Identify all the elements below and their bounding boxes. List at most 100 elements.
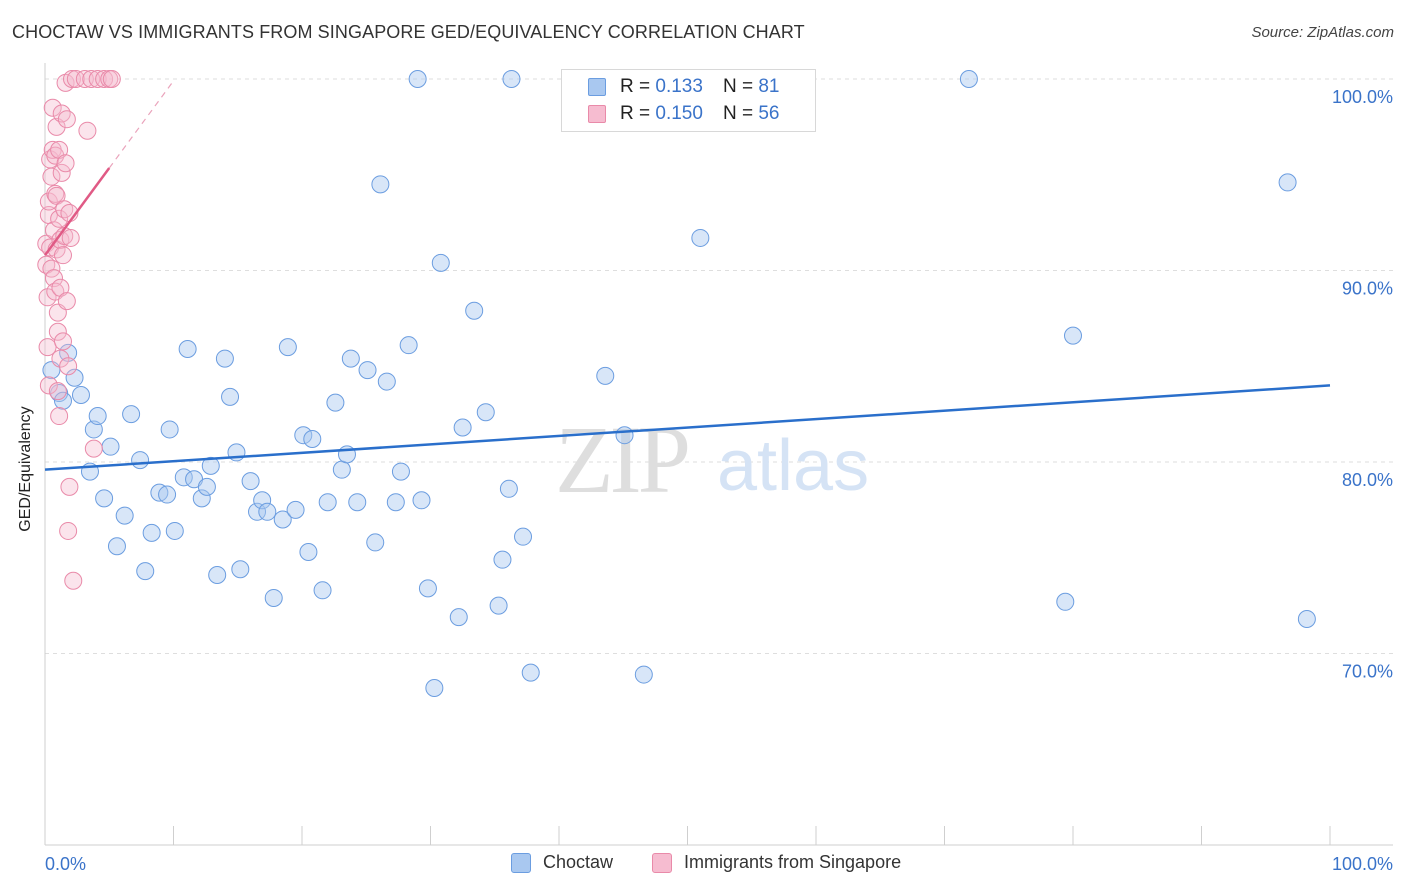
singapore-point [53, 246, 72, 265]
legend-n-label: N = [722, 76, 754, 97]
choctaw-point [1056, 592, 1075, 611]
choctaw-point [386, 493, 405, 512]
choctaw-point [142, 523, 161, 542]
singapore-point [59, 357, 78, 376]
choctaw-point [391, 462, 410, 481]
x-tick-label-min: 0.0% [45, 854, 86, 874]
choctaw-point [197, 477, 216, 496]
choctaw-point [131, 451, 150, 470]
choctaw-point [158, 485, 177, 504]
y-tick-label: 100.0% [1332, 87, 1393, 107]
legend-n-value-singapore: 56 [758, 103, 780, 124]
choctaw-point [326, 393, 345, 412]
y-axis-label: GED/Equivalency [17, 406, 34, 532]
choctaw-point [371, 175, 390, 194]
choctaw-point [341, 349, 360, 368]
singapore-point [50, 209, 69, 228]
series-choctaw-points [42, 70, 1316, 697]
choctaw-point [278, 338, 297, 357]
watermark: ZIP atlas [555, 406, 869, 513]
choctaw-point [431, 253, 450, 272]
singapore-point [39, 376, 58, 395]
choctaw-point [258, 502, 277, 521]
choctaw-point [136, 562, 155, 581]
choctaw-point [959, 70, 978, 88]
choctaw-point [192, 489, 211, 508]
source-label: Source: ZipAtlas.com [1251, 24, 1394, 41]
choctaw-point [453, 418, 472, 437]
choctaw-point [318, 493, 337, 512]
choctaw-point [294, 426, 313, 445]
choctaw-point [299, 543, 318, 562]
choctaw-point [348, 493, 367, 512]
choctaw-point [313, 581, 332, 600]
legend-row-singapore: R = 0.150 N = 56 [588, 101, 779, 127]
choctaw-point [399, 336, 418, 355]
choctaw-point [84, 420, 103, 439]
tick-labels: 100.0% 90.0% 80.0% 70.0% 0.0% 100.0% [45, 87, 1393, 874]
watermark-atlas: atlas [717, 426, 869, 506]
choctaw-point [122, 405, 141, 424]
singapore-point [95, 70, 114, 88]
legend-r-label: R = [620, 76, 651, 97]
choctaw-point [596, 366, 615, 385]
singapore-trend-line-solid [43, 167, 111, 256]
y-tick-label: 80.0% [1342, 470, 1393, 490]
legend-n-label: N = [722, 103, 754, 124]
choctaw-point [107, 537, 126, 556]
series-singapore-points [37, 70, 121, 590]
choctaw-point [208, 565, 227, 584]
choctaw-point [1278, 173, 1297, 192]
choctaw-point [1064, 326, 1082, 345]
choctaw-point [366, 533, 385, 552]
choctaw-point [358, 361, 377, 380]
choctaw-point [499, 479, 518, 498]
singapore-point [57, 292, 76, 311]
singapore-point [44, 269, 63, 288]
choctaw-point [418, 579, 437, 598]
choctaw-point [53, 391, 72, 410]
choctaw-point [634, 665, 653, 684]
choctaw-point [88, 407, 107, 426]
choctaw-point [465, 301, 484, 320]
singapore-point [53, 332, 72, 351]
singapore-point [61, 228, 80, 247]
choctaw-point [425, 678, 444, 697]
series-legend: Choctaw Immigrants from Singapore [0, 852, 1406, 878]
series-legend-swatch-choctaw [511, 852, 531, 873]
stats-legend: R = 0.133 N = 81 R = 0.150 N = 56 [561, 69, 816, 132]
legend-row-choctaw: R = 0.133 N = 81 [588, 74, 779, 100]
choctaw-point [65, 368, 84, 387]
singapore-point [102, 70, 121, 88]
legend-swatch-choctaw [588, 78, 606, 96]
singapore-point [43, 98, 62, 117]
choctaw-point [476, 403, 495, 422]
choctaw-point [615, 426, 634, 445]
singapore-point [47, 117, 66, 136]
choctaw-point [521, 663, 540, 682]
series-legend-singapore[interactable]: Immigrants from Singapore [652, 852, 901, 873]
legend-r-value-singapore: 0.150 [655, 103, 703, 124]
singapore-point [64, 571, 83, 590]
choctaw-point [449, 608, 468, 627]
series-legend-label-choctaw: Choctaw [543, 852, 614, 872]
choctaw-point [215, 349, 234, 368]
choctaw-point [241, 472, 260, 491]
choctaw-point [71, 385, 90, 404]
choctaw-point [408, 70, 427, 88]
series-legend-label-singapore: Immigrants from Singapore [684, 852, 902, 872]
singapore-point [82, 70, 101, 88]
y-tick-label: 70.0% [1342, 662, 1393, 682]
y-tick-label: 90.0% [1342, 279, 1393, 299]
singapore-point [75, 70, 94, 88]
choctaw-point [273, 510, 292, 529]
choctaw-point [101, 437, 120, 456]
singapore-point [56, 154, 75, 173]
singapore-point [78, 121, 97, 140]
singapore-point [50, 407, 69, 426]
singapore-point [51, 349, 70, 368]
singapore-point [84, 439, 103, 458]
singapore-point [52, 104, 71, 123]
series-legend-choctaw[interactable]: Choctaw [511, 852, 613, 873]
